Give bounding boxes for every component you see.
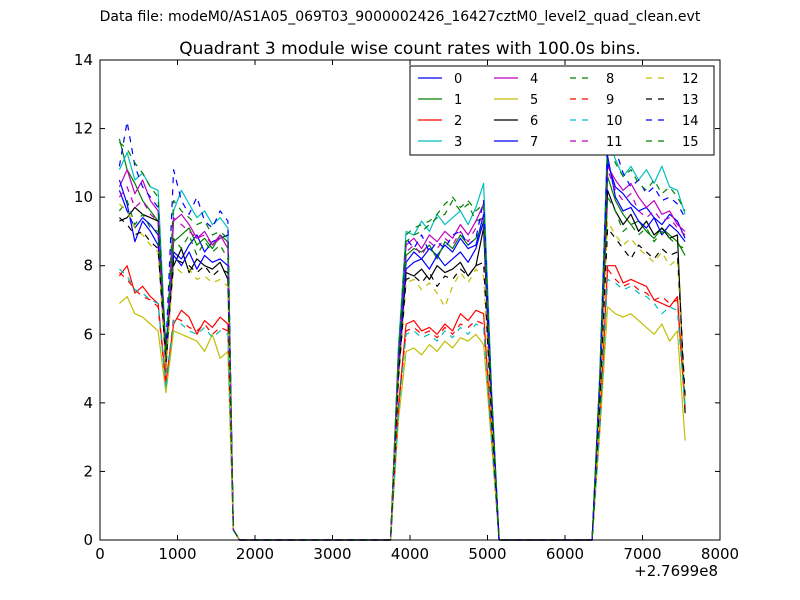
series-line-13 — [118, 217, 686, 541]
x-tick-label-2000: 2000 — [236, 545, 274, 563]
legend-label-2: 2 — [454, 114, 462, 129]
y-tick-label-2: 2 — [83, 462, 93, 480]
x-tick-label-8000: 8000 — [701, 545, 739, 563]
series-line-10 — [118, 268, 686, 541]
series-line-5 — [119, 296, 686, 541]
series-line-2 — [118, 265, 686, 541]
series-lines — [118, 121, 686, 541]
y-tick-label-10: 10 — [74, 188, 93, 206]
legend-label-6: 6 — [530, 114, 538, 129]
legend-label-0: 0 — [454, 72, 462, 87]
series-line-9 — [119, 268, 686, 541]
x-tick-label-4000: 4000 — [391, 545, 429, 563]
legend-label-4: 4 — [530, 72, 538, 87]
legend-label-15: 15 — [682, 135, 699, 150]
x-tick-label-3000: 3000 — [313, 545, 351, 563]
legend-label-12: 12 — [682, 72, 699, 87]
y-tick-label-8: 8 — [83, 257, 93, 275]
x-tick-label-0: 0 — [95, 545, 105, 563]
series-line-7 — [118, 155, 686, 541]
y-tick-label-0: 0 — [83, 531, 93, 549]
legend-label-5: 5 — [530, 93, 538, 108]
series-line-14 — [118, 121, 686, 541]
legend-label-13: 13 — [682, 93, 699, 108]
series-line-12 — [118, 203, 686, 541]
figure-suptitle: Data file: modeM0/AS1A05_069T03_90000024… — [99, 9, 701, 25]
series-line-1 — [118, 138, 686, 541]
x-tick-label-7000: 7000 — [623, 545, 661, 563]
y-tick-label-6: 6 — [83, 325, 93, 343]
legend-label-10: 10 — [606, 114, 623, 129]
legend-box — [409, 65, 715, 156]
y-tick-label-12: 12 — [74, 120, 93, 138]
legend-label-9: 9 — [606, 93, 614, 108]
series-line-4 — [118, 165, 686, 541]
legend-label-11: 11 — [606, 135, 623, 150]
chart-title: Quadrant 3 module wise count rates with … — [179, 39, 640, 59]
legend-label-7: 7 — [530, 135, 538, 150]
x-offset-label: +2.7699e8 — [634, 562, 718, 580]
legend-label-14: 14 — [682, 114, 699, 129]
x-tick-label-6000: 6000 — [546, 545, 584, 563]
y-tick-label-4: 4 — [83, 394, 93, 412]
legend-label-1: 1 — [454, 93, 462, 108]
x-tick-label-1000: 1000 — [158, 545, 196, 563]
series-line-6 — [119, 189, 686, 541]
y-tick-label-14: 14 — [74, 51, 93, 69]
series-line-3 — [118, 134, 686, 541]
series-line-15 — [119, 141, 686, 541]
x-tick-label-5000: 5000 — [468, 545, 506, 563]
series-line-8 — [118, 196, 686, 541]
axes: 0 1000 2000 3000 4000 5000 6000 7000 80000246810… — [74, 51, 739, 563]
legend-label-8: 8 — [606, 72, 614, 87]
legend-label-3: 3 — [454, 135, 462, 150]
